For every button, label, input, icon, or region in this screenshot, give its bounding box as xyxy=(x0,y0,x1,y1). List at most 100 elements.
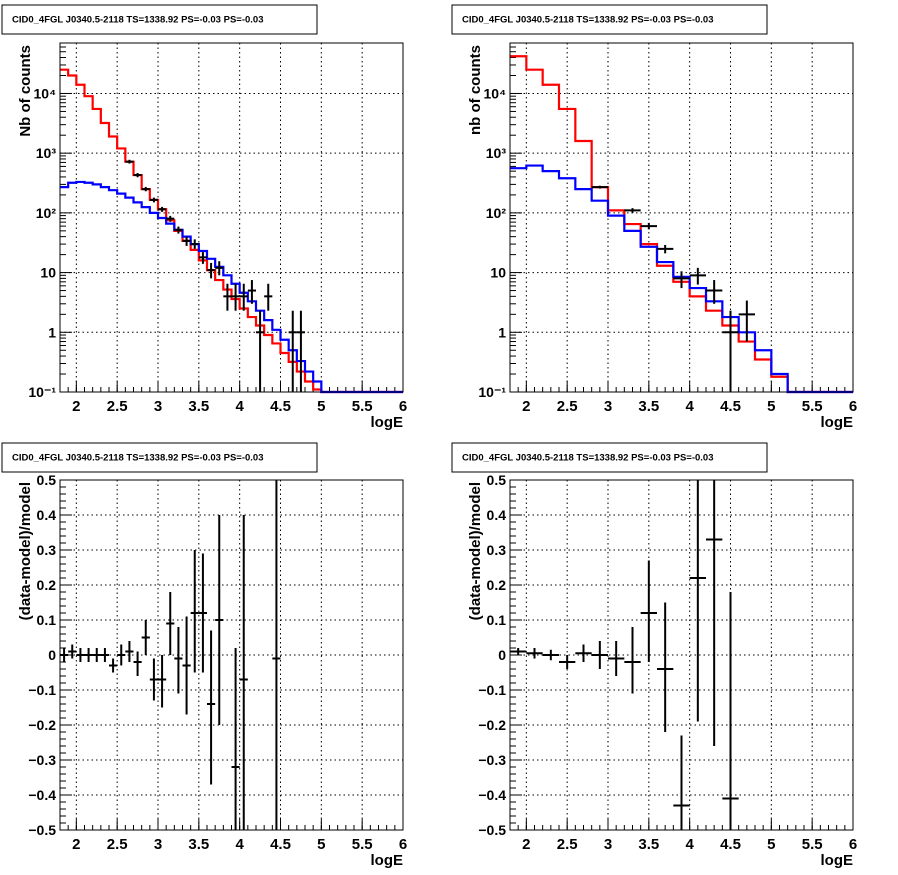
y-tick-label: 0.3 xyxy=(37,542,57,558)
x-tick-label: 3 xyxy=(154,398,162,415)
data-point xyxy=(608,641,625,676)
y-tick-label: 0 xyxy=(48,647,56,663)
series-model-total-line xyxy=(60,68,403,394)
y-tick-label: 1 xyxy=(498,324,506,340)
y-tick-label: 10⁻¹ xyxy=(28,384,56,400)
data-point xyxy=(591,641,608,669)
data-points xyxy=(510,480,739,830)
data-points xyxy=(125,159,305,392)
x-tick-label: 2.5 xyxy=(557,836,578,853)
data-point xyxy=(166,215,175,222)
data-point xyxy=(624,627,641,694)
data-point xyxy=(559,655,576,669)
plot-area xyxy=(510,43,853,392)
title-box: CID0_4FGL J0340.5-2118 TS=1338.92 PS=-0.… xyxy=(1,4,318,35)
y-axis-label: nb of counts xyxy=(467,45,484,135)
data-point xyxy=(100,648,109,662)
data-point xyxy=(640,560,657,662)
x-axis-label: logE xyxy=(371,414,404,431)
x-tick-label: 5.5 xyxy=(802,398,823,415)
panel-2: CID0_4FGL J0340.5-2118 TS=1338.92 PS=-0.… xyxy=(451,4,857,431)
x-tick-label: 4 xyxy=(235,398,244,415)
panel-1: CID0_4FGL J0340.5-2118 TS=1338.92 PS=-0.… xyxy=(1,4,407,431)
data-point xyxy=(182,616,191,715)
y-tick-label: −0.2 xyxy=(28,717,56,733)
title-frame xyxy=(1,4,318,35)
data-point xyxy=(166,592,175,655)
data-point xyxy=(706,480,723,746)
plot-frame xyxy=(509,42,854,393)
y-tick-label: 0.1 xyxy=(487,612,507,628)
data-point xyxy=(706,280,723,304)
data-point xyxy=(190,239,199,249)
data-point xyxy=(223,283,232,311)
x-tick-label: 4.5 xyxy=(720,836,741,853)
title-box: CID0_4FGL J0340.5-2118 TS=1338.92 PS=-0.… xyxy=(451,442,768,473)
y-tick-label: −0.1 xyxy=(28,682,56,698)
data-point xyxy=(76,648,85,662)
data-point xyxy=(689,480,706,722)
y-axis: −0.5 −0.4 −0.3 −0.2 −0.1 0 0.1 0.2 0.3 0.4 0.5(dat… xyxy=(467,472,522,838)
x-tick-label: 5 xyxy=(317,398,325,415)
x-tick-label: 2 xyxy=(72,836,80,853)
y-tick-label: 10⁻¹ xyxy=(478,384,506,400)
data-point xyxy=(182,236,191,246)
x-tick-label: 3 xyxy=(154,836,162,853)
title-box: CID0_4FGL J0340.5-2118 TS=1338.92 PS=-0.… xyxy=(1,442,318,473)
x-tick-label: 3.5 xyxy=(188,836,209,853)
y-tick-label: −0.3 xyxy=(28,752,56,768)
data-point xyxy=(264,283,273,311)
y-tick-label: 0.4 xyxy=(37,507,57,523)
x-tick-label: 6 xyxy=(849,398,857,415)
data-point xyxy=(207,262,216,279)
x-tick-label: 2 xyxy=(522,836,530,853)
chart-title: CID0_4FGL J0340.5-2118 TS=1338.92 PS=-0.… xyxy=(12,15,263,26)
x-tick-label: 4 xyxy=(235,836,244,853)
title-frame xyxy=(1,442,318,473)
y-tick-label: 0.3 xyxy=(487,542,507,558)
data-point xyxy=(239,283,248,311)
y-tick-label: −0.4 xyxy=(478,787,506,803)
x-tick-label: 2 xyxy=(72,398,80,415)
data-point xyxy=(288,310,297,392)
x-tick-label: 2.5 xyxy=(107,398,128,415)
data-point xyxy=(738,300,755,342)
data-point xyxy=(149,658,158,701)
x-tick-label: 3.5 xyxy=(638,398,659,415)
data-point xyxy=(542,649,559,661)
data-point xyxy=(256,310,265,392)
data-point xyxy=(174,226,183,234)
y-tick-label: 0.5 xyxy=(37,472,57,488)
title-frame xyxy=(451,4,768,35)
data-point xyxy=(575,644,592,662)
data-point xyxy=(149,197,158,203)
data-point xyxy=(673,271,690,289)
data-point xyxy=(174,627,183,694)
x-tick-label: 5 xyxy=(317,836,325,853)
plot-area xyxy=(60,43,403,392)
x-axis-label: logE xyxy=(821,852,854,869)
data-point xyxy=(591,185,608,189)
data-point xyxy=(689,267,706,285)
title-frame xyxy=(451,442,768,473)
plot-frame xyxy=(59,479,404,831)
y-tick-label: 0.4 xyxy=(487,507,507,523)
x-tick-label: 4.5 xyxy=(720,398,741,415)
y-tick-label: 0.2 xyxy=(487,577,507,593)
x-tick-label: 5 xyxy=(767,398,775,415)
x-axis-label: logE xyxy=(821,414,854,431)
series-model-source-line xyxy=(510,164,853,394)
data-point xyxy=(272,480,281,830)
data-point xyxy=(296,310,305,392)
y-axis-label: Nb of counts xyxy=(17,45,34,137)
data-point xyxy=(722,310,739,392)
data-point xyxy=(133,173,142,178)
y-tick-label: 10 xyxy=(490,265,506,281)
data-point xyxy=(158,655,167,708)
y-tick-label: 0 xyxy=(498,647,506,663)
